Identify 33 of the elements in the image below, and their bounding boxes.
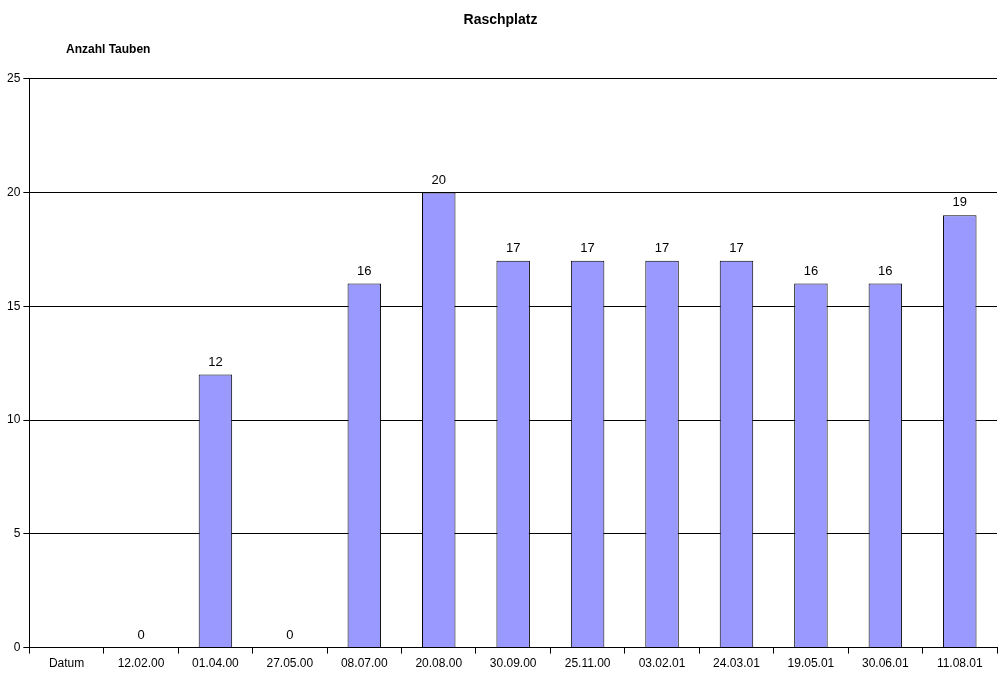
y-tick-label: 5 [13,526,21,541]
data-label: 16 [357,262,372,278]
data-label: 12 [208,353,223,369]
chart-title: Raschplatz [463,11,538,28]
x-tick-label: 03.02.01 [638,656,686,671]
x-tick-label: 24.03.01 [713,656,761,671]
x-tick-label: Datum [48,656,85,671]
y-tick-label: 25 [6,71,21,86]
data-label: 17 [729,239,744,255]
data-label: 17 [505,239,521,255]
x-tick-label: 08.07.00 [340,656,388,671]
data-label: 20 [431,171,446,187]
y-tick-label: 10 [6,412,21,427]
data-label: 0 [286,626,294,642]
x-tick-label: 25.11.00 [564,656,611,671]
data-label: 16 [878,262,893,278]
x-tick-label: 12.02.00 [117,656,165,671]
x-tick-label: 20.08.00 [415,656,463,671]
x-tick-label: 19.05.01 [787,656,835,671]
x-tick-label: 11.08.01 [936,656,984,671]
x-tick-label: 30.06.01 [861,656,910,671]
y-tick-label: 0 [13,639,21,654]
data-label: 17 [580,239,595,255]
y-tick-label: 20 [6,184,21,199]
x-tick-label: 30.09.00 [489,656,537,671]
x-tick-label: 27.05.00 [266,656,314,671]
data-label: 17 [654,239,670,255]
y-axis-title: Anzahl Tauben [66,42,151,57]
data-label: 16 [803,262,819,278]
y-tick-label: 15 [6,298,21,313]
data-label: 0 [137,626,145,642]
x-tick-label: 01.04.00 [192,656,240,671]
data-label: 19 [952,194,968,210]
